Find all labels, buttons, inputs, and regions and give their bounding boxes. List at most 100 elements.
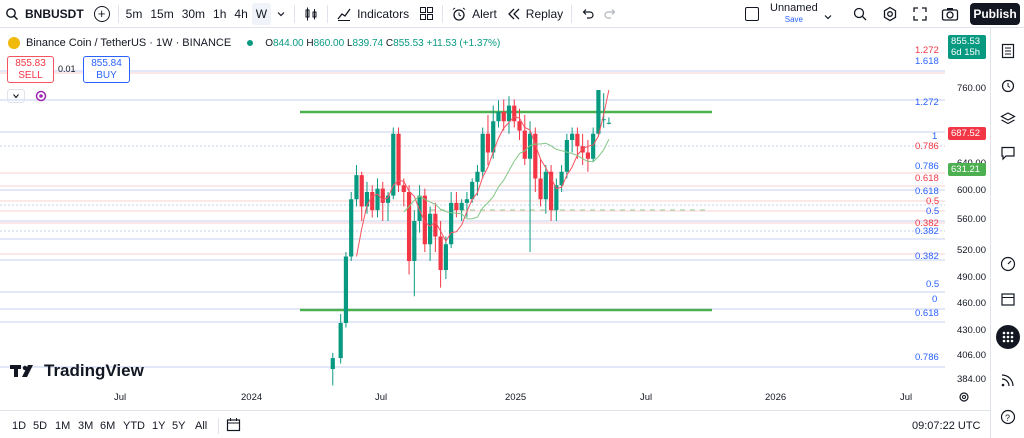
candle-body: [491, 121, 496, 153]
range-1m[interactable]: 1M: [55, 420, 71, 432]
alert-button[interactable]: Alert: [446, 0, 502, 28]
help-button[interactable]: ?: [999, 408, 1017, 426]
range-all[interactable]: All: [195, 420, 208, 432]
range-ytd[interactable]: YTD: [123, 420, 145, 432]
signal-button[interactable]: [999, 255, 1017, 273]
apps-grid-icon: [1002, 331, 1014, 343]
buy-button[interactable]: 855.84 BUY: [83, 56, 130, 83]
watchlist-button[interactable]: [999, 42, 1017, 60]
interval-1h[interactable]: 1h: [213, 6, 227, 21]
range-5y[interactable]: 5Y: [172, 420, 186, 432]
ideas-button[interactable]: [999, 144, 1017, 162]
layout-name-button[interactable]: Unnamed Save: [770, 3, 818, 25]
candle-body: [375, 188, 380, 211]
search-icon: [6, 7, 18, 20]
layers-button[interactable]: [999, 110, 1017, 128]
price-axis[interactable]: 760.00 640.00 600.00 560.00 520.00 490.0…: [945, 28, 990, 388]
range-5d[interactable]: 5D: [33, 420, 48, 432]
redo-button[interactable]: [599, 0, 623, 28]
fib-label: 0.786: [915, 161, 939, 172]
indicators-button[interactable]: Indicators: [331, 0, 414, 28]
range-1d[interactable]: 1D: [12, 420, 27, 432]
gauge-icon: [1000, 256, 1016, 272]
interval-15m[interactable]: 15m: [150, 6, 174, 21]
candle-body: [406, 192, 412, 261]
fullscreen-icon: [913, 7, 927, 21]
alerts-button[interactable]: [999, 76, 1017, 94]
sell-button[interactable]: 855.83 SELL: [7, 56, 54, 83]
symbol-label: BNBUSDT: [25, 6, 84, 21]
snapshot-button[interactable]: [941, 6, 959, 27]
range-3m[interactable]: 3M: [78, 420, 94, 432]
axis-settings-button[interactable]: [958, 391, 970, 406]
compare-symbol-button[interactable]: +: [89, 0, 115, 28]
replay-button[interactable]: Replay: [502, 0, 568, 28]
candle-body: [380, 188, 385, 203]
indicators-label: Indicators: [357, 6, 410, 21]
candle-body: [364, 192, 370, 207]
templates-button[interactable]: [414, 0, 439, 28]
quick-search-button[interactable]: [852, 6, 868, 27]
price-axis-label: 600.00: [956, 185, 986, 196]
utc-clock[interactable]: 09:07:22 UTC: [912, 420, 981, 432]
interval-5m[interactable]: 5m: [125, 6, 143, 21]
tradingview-wordmark: TradingView: [44, 361, 144, 380]
watchlist-icon: [1001, 43, 1015, 59]
candle-body: [464, 199, 470, 203]
candle-body: [438, 236, 443, 270]
last-price-tag: 855.53 6d 15h: [948, 35, 986, 59]
moving-average-green: [403, 139, 610, 220]
settings-button[interactable]: [882, 6, 898, 27]
right-sidebar: ?: [990, 28, 1024, 438]
publish-button[interactable]: Publish: [970, 3, 1020, 25]
calendar-button[interactable]: [999, 290, 1017, 308]
sync-button[interactable]: [32, 89, 50, 103]
collapse-legend-button[interactable]: [7, 89, 25, 103]
alert-label: Alert: [472, 6, 497, 21]
last-price: 855.53: [951, 36, 981, 47]
fib-label: 1.272: [915, 45, 939, 56]
separator: [571, 4, 573, 23]
fullscreen-button[interactable]: [912, 6, 928, 27]
moving-average-red: [356, 89, 610, 257]
interval-w[interactable]: W: [251, 2, 272, 25]
indicators-icon: [337, 8, 351, 21]
replay-label: Replay: [525, 6, 564, 21]
streams-button[interactable]: [999, 371, 1017, 389]
chart-type-button[interactable]: [298, 0, 324, 28]
candle-body: [564, 140, 569, 172]
time-axis-label: 2025: [505, 392, 527, 403]
symbol-search-button[interactable]: BNBUSDT: [0, 0, 89, 28]
range-1y[interactable]: 1Y: [152, 420, 166, 432]
chart-legend: Binance Coin / TetherUS · 1W · BINANCE O…: [8, 37, 500, 49]
undo-icon: [582, 8, 594, 19]
candle-body: [343, 256, 349, 323]
layout-dropdown[interactable]: [823, 9, 833, 27]
candle-body: [412, 221, 417, 261]
calendar-icon: [1001, 293, 1015, 306]
range-6m[interactable]: 6M: [100, 420, 116, 432]
interval-4h[interactable]: 4h: [234, 6, 248, 21]
time-axis[interactable]: Jul 2024 Jul 2025 Jul 2026 Jul: [0, 388, 990, 406]
plus-icon: +: [93, 5, 110, 22]
goto-date-button[interactable]: [226, 417, 241, 435]
layout-checkbox[interactable]: [745, 7, 759, 21]
interval-30m[interactable]: 30m: [181, 6, 206, 21]
candle-body: [422, 195, 427, 245]
grid-icon: [420, 7, 434, 20]
price-axis-label: 520.00: [956, 245, 986, 256]
candle-body: [501, 111, 506, 122]
candle-body: [449, 202, 454, 245]
time-axis-label: 2024: [241, 392, 263, 403]
price-axis-label: 384.00: [956, 374, 986, 385]
candle-body: [606, 122, 612, 124]
separator: [117, 4, 119, 23]
fib-label: 1: [932, 131, 938, 142]
fib-label: 0.382: [915, 251, 939, 262]
apps-button[interactable]: [996, 325, 1020, 349]
fib-label: 0.618: [915, 173, 939, 184]
candle-body: [396, 133, 401, 186]
price-chart[interactable]: [0, 28, 990, 388]
undo-button[interactable]: [575, 0, 599, 28]
interval-dropdown[interactable]: [271, 0, 291, 28]
